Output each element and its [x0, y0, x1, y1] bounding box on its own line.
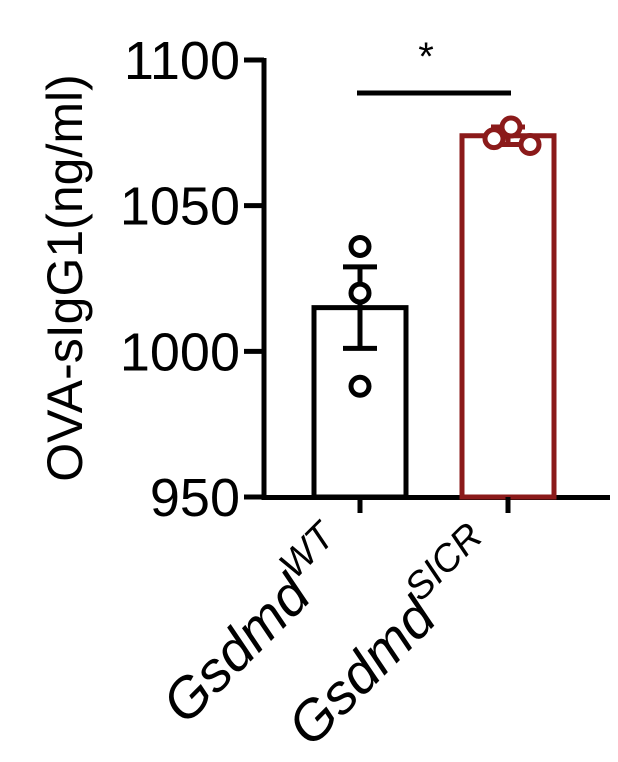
data-point	[482, 127, 506, 151]
data-point	[348, 234, 372, 258]
y-tick-label: 950	[150, 468, 240, 528]
bars	[311, 133, 557, 500]
data-points	[348, 115, 542, 398]
data-point	[499, 115, 523, 139]
significance-annotation: *	[357, 35, 511, 96]
y-ticks: 950 1000 1050 1100	[120, 31, 264, 528]
data-point	[348, 281, 372, 305]
y-tick-label: 1100	[124, 31, 240, 91]
y-tick-label: 1000	[120, 322, 240, 382]
y-tick-label: 1050	[120, 177, 240, 237]
significance-star: *	[418, 35, 434, 79]
y-axis-label: OVA-sIgG1(ng/ml)	[37, 74, 93, 482]
data-point	[348, 374, 372, 398]
data-point	[518, 132, 542, 156]
bar	[459, 133, 557, 500]
